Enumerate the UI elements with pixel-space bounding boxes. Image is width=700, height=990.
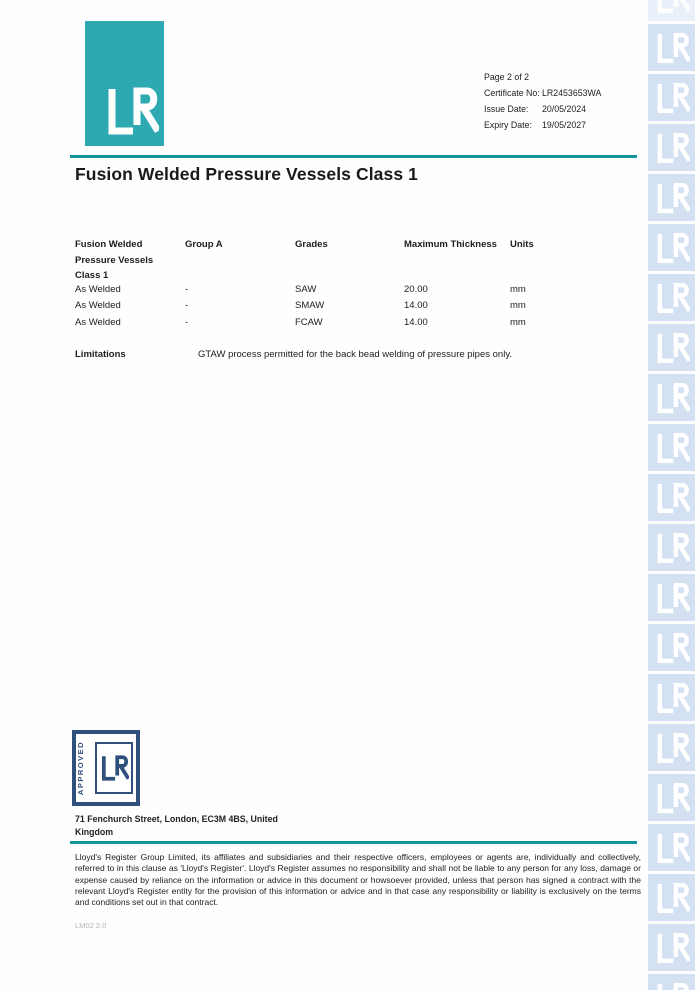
legal-disclaimer: Lloyd's Register Group Limited, its affi… bbox=[75, 852, 641, 908]
expiry-date-label: Expiry Date: bbox=[484, 120, 532, 130]
lr-watermark-tile-icon bbox=[648, 874, 695, 921]
lr-watermark-tile-icon bbox=[648, 0, 695, 21]
table-cell: SMAW bbox=[295, 300, 325, 311]
table-body: As Welded - SAW 20.00 mm As Welded - SMA… bbox=[75, 282, 575, 332]
lr-watermark-tile-icon bbox=[648, 974, 695, 990]
certificate-meta: Page 2 of 2 Certificate No: LR2453653WA … bbox=[484, 69, 601, 133]
table-header-row: Fusion Welded Pressure Vessels Class 1 G… bbox=[75, 237, 575, 284]
lr-watermark-tile-icon bbox=[648, 174, 695, 221]
lr-watermark-tile-icon bbox=[648, 74, 695, 121]
expiry-date-value: 19/05/2027 bbox=[542, 120, 587, 130]
form-code: LM02 2.0 bbox=[75, 921, 107, 930]
column-header: Fusion Welded Pressure Vessels Class 1 bbox=[75, 239, 154, 281]
column-header: Maximum Thickness bbox=[404, 239, 497, 250]
table-cell: - bbox=[185, 316, 189, 328]
approved-stamp: APPROVED bbox=[72, 730, 140, 806]
lr-logo bbox=[85, 21, 164, 146]
qualification-table: Fusion Welded Pressure Vessels Class 1 G… bbox=[75, 237, 575, 331]
table-cell: 20.00 bbox=[404, 283, 428, 295]
lr-watermark-tile-icon bbox=[648, 474, 695, 521]
lr-watermark-tile-icon bbox=[648, 374, 695, 421]
page-number: Page 2 of 2 bbox=[484, 72, 529, 82]
column-header: Group A bbox=[185, 239, 223, 250]
table-cell: As Welded bbox=[75, 283, 121, 295]
table-cell: mm bbox=[510, 300, 526, 311]
page-title: Fusion Welded Pressure Vessels Class 1 bbox=[75, 164, 418, 184]
lr-watermark-tile-icon bbox=[648, 424, 695, 471]
lr-watermark-tile-icon bbox=[648, 224, 695, 271]
lr-watermark-tile-icon bbox=[648, 524, 695, 571]
table-cell: - bbox=[185, 300, 189, 311]
table-cell: 14.00 bbox=[404, 316, 428, 328]
lr-watermark-tile-icon bbox=[648, 824, 695, 871]
lr-watermark-tile-icon bbox=[648, 924, 695, 971]
issue-date-value: 20/05/2024 bbox=[542, 104, 587, 114]
lr-watermark-tile-icon bbox=[648, 124, 695, 171]
header-divider bbox=[70, 155, 637, 158]
table-cell: As Welded bbox=[75, 300, 121, 311]
lr-watermark-tile-icon bbox=[648, 774, 695, 821]
lr-watermark-tile-icon bbox=[648, 24, 695, 71]
column-header: Units bbox=[510, 239, 534, 250]
lr-watermark-tile-icon bbox=[648, 574, 695, 621]
table-row: As Welded - FCAW 14.00 mm bbox=[75, 315, 575, 332]
table-cell: SAW bbox=[295, 283, 317, 295]
lr-logo-icon bbox=[108, 87, 159, 135]
lr-watermark-tile-icon bbox=[648, 624, 695, 671]
office-address: 71 Fenchurch Street, London, EC3M 4BS, U… bbox=[75, 814, 278, 837]
lr-stamp-logo bbox=[95, 742, 133, 794]
table-cell: - bbox=[185, 283, 189, 295]
table-cell: mm bbox=[510, 283, 526, 295]
table-cell: FCAW bbox=[295, 316, 323, 328]
table-cell: As Welded bbox=[75, 316, 121, 328]
table-cell: 14.00 bbox=[404, 300, 428, 311]
column-header: Grades bbox=[295, 239, 328, 250]
table-row: As Welded - SAW 20.00 mm bbox=[75, 282, 575, 299]
lr-watermark-tile-icon bbox=[648, 324, 695, 371]
watermark-strip bbox=[648, 0, 695, 990]
lr-stamp-icon bbox=[101, 755, 129, 781]
certificate-no-value: LR2453653WA bbox=[542, 88, 602, 98]
table-cell: mm bbox=[510, 316, 526, 328]
issue-date-label: Issue Date: bbox=[484, 104, 529, 114]
limitations-text: GTAW process permitted for the back bead… bbox=[198, 349, 513, 360]
table-row: As Welded - SMAW 14.00 mm bbox=[75, 298, 575, 315]
footer-divider bbox=[70, 841, 637, 844]
limitations-row: Limitations GTAW process permitted for t… bbox=[75, 349, 575, 360]
limitations-label: Limitations bbox=[75, 349, 126, 360]
lr-watermark-tile-icon bbox=[648, 724, 695, 771]
lr-watermark-tile-icon bbox=[648, 274, 695, 321]
certificate-no-label: Certificate No: bbox=[484, 88, 540, 98]
lr-watermark-tile-icon bbox=[648, 674, 695, 721]
approved-stamp-label: APPROVED bbox=[76, 740, 85, 796]
